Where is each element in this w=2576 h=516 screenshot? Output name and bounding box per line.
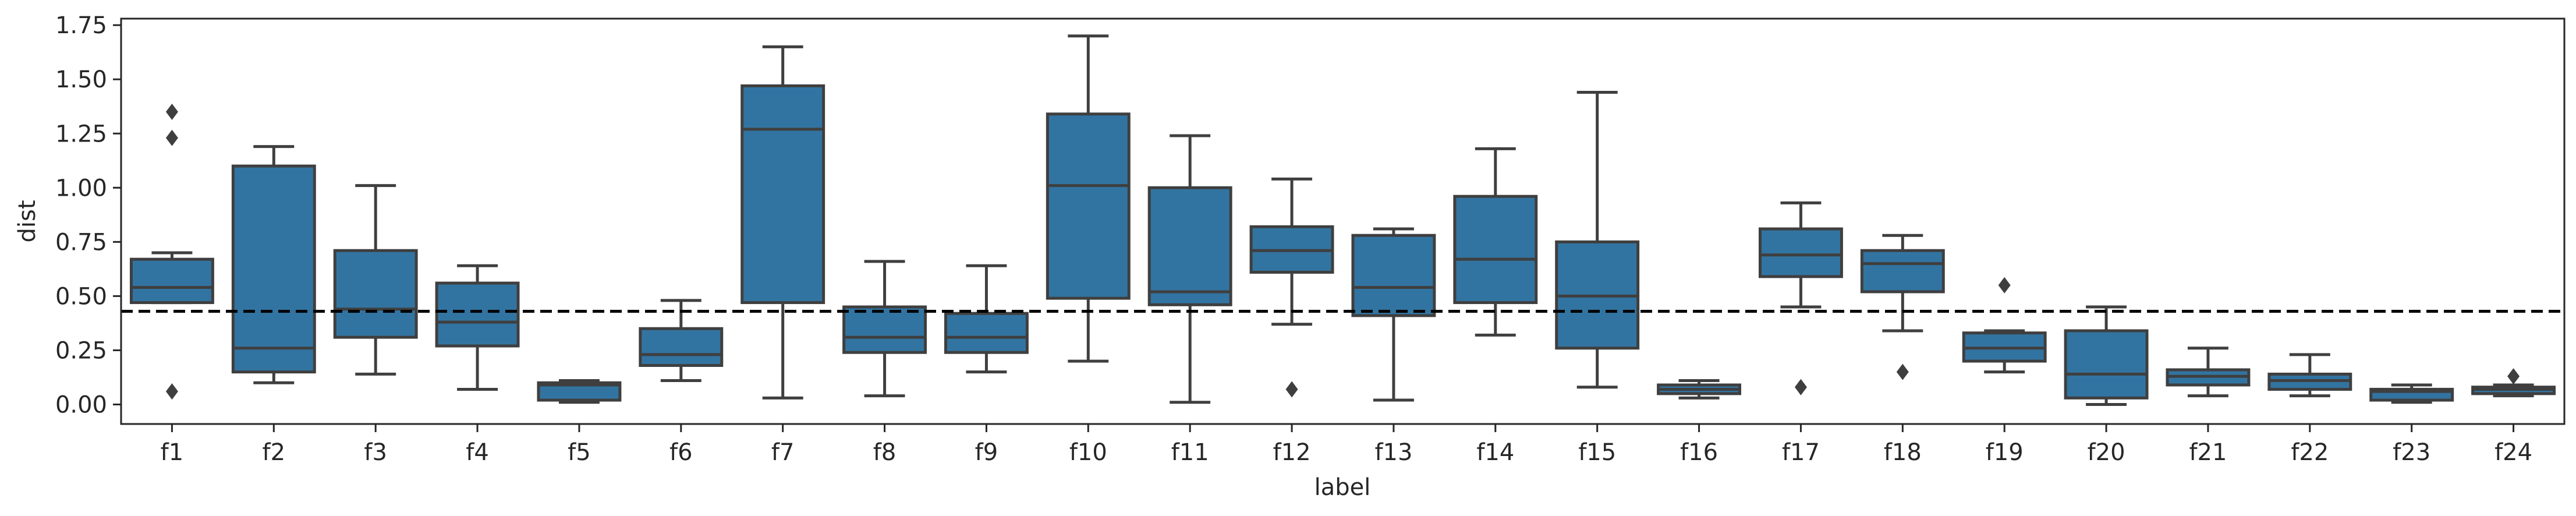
box-iqr: [333, 249, 418, 339]
x-tick-label: f17: [1782, 439, 1820, 466]
box-f11: [1147, 134, 1232, 404]
box-iqr: [231, 164, 316, 374]
y-tick-label: 1.50: [55, 66, 107, 93]
y-tick-label: 0.00: [55, 392, 107, 419]
x-tick-label: f7: [771, 439, 795, 466]
x-tick-label: f16: [1680, 439, 1718, 466]
outlier-point: [1794, 379, 1807, 395]
y-axis-label: dist: [14, 200, 41, 242]
box-iqr: [129, 257, 214, 305]
x-axis: f1 f2 f3 f4 f5 f6 f7 f8 f9 f10 f11 f12 f13 f14 f15 f16 f…: [161, 424, 2532, 466]
box-iqr: [2064, 329, 2149, 400]
x-tick-label: f1: [161, 439, 184, 466]
x-tick-label: f6: [669, 439, 693, 466]
box-f19: [1962, 277, 2047, 374]
box-f21: [2166, 347, 2251, 398]
box-f18: [1860, 234, 1945, 380]
box-f23: [2369, 383, 2454, 404]
outlier-point: [165, 104, 178, 121]
box-f22: [2267, 353, 2352, 398]
outlier-point: [165, 383, 178, 400]
outlier-point: [1896, 363, 1909, 380]
box-iqr: [1860, 249, 1945, 294]
x-tick-label: f21: [2189, 439, 2227, 466]
x-tick-label: f4: [466, 439, 489, 466]
y-axis: 0.00 0.25 0.50 0.75 1.00 1.25 1.50 1.75: [55, 12, 121, 419]
box-f15: [1555, 91, 1640, 389]
box-iqr: [1758, 227, 1843, 278]
x-tick-label: f3: [364, 439, 387, 466]
box-iqr: [639, 327, 724, 367]
outlier-point: [1998, 277, 2011, 294]
x-tick-label: f14: [1476, 439, 1514, 466]
box-iqr: [740, 84, 825, 305]
x-axis-label: label: [1314, 474, 1371, 501]
box-iqr: [1351, 234, 1436, 317]
box-f8: [842, 260, 927, 398]
box-iqr: [944, 312, 1029, 354]
box-f2: [231, 145, 316, 384]
box-f6: [639, 299, 724, 383]
x-tick-label: f9: [975, 439, 998, 466]
x-tick-label: f22: [2291, 439, 2329, 466]
x-tick-label: f13: [1374, 439, 1412, 466]
box-f20: [2064, 305, 2149, 407]
x-tick-label: f19: [1986, 439, 2024, 466]
y-tick-label: 1.00: [55, 175, 107, 202]
box-iqr: [1046, 112, 1131, 300]
box-f17: [1758, 201, 1843, 395]
x-tick-label: f24: [2494, 439, 2532, 466]
plot-area: [121, 34, 2564, 407]
box-f24: [2471, 368, 2556, 398]
y-tick-label: 0.50: [55, 283, 107, 310]
box-f1: [129, 104, 214, 400]
x-tick-label: f5: [568, 439, 591, 466]
axes-frame: [120, 17, 2566, 425]
x-tick-label: f8: [873, 439, 897, 466]
x-tick-label: f23: [2393, 439, 2430, 466]
y-tick-label: 0.25: [55, 337, 107, 364]
box-f14: [1453, 147, 1538, 337]
x-tick-label: f12: [1273, 439, 1311, 466]
box-iqr: [1453, 195, 1538, 305]
y-tick-label: 1.25: [55, 121, 107, 147]
box-iqr: [1147, 186, 1232, 306]
box-f16: [1657, 379, 1742, 400]
outlier-point: [2507, 368, 2520, 385]
box-f4: [435, 264, 520, 391]
x-tick-label: f15: [1578, 439, 1616, 466]
outlier-point: [1285, 381, 1298, 398]
y-tick-label: 0.75: [55, 229, 107, 256]
y-tick-label: 1.75: [55, 12, 107, 39]
box-f10: [1046, 34, 1131, 363]
box-iqr: [435, 281, 520, 348]
box-f5: [537, 379, 622, 404]
x-tick-label: f18: [1884, 439, 1922, 466]
outlier-point: [165, 129, 178, 146]
box-f3: [333, 184, 418, 376]
box-iqr: [842, 305, 927, 354]
x-tick-label: f11: [1171, 439, 1209, 466]
box-f13: [1351, 227, 1436, 402]
x-tick-label: f20: [2088, 439, 2125, 466]
x-tick-label: f10: [1069, 439, 1107, 466]
box-f7: [740, 45, 825, 400]
box-f12: [1249, 177, 1334, 398]
box-f9: [944, 264, 1029, 374]
x-tick-label: f2: [263, 439, 286, 466]
